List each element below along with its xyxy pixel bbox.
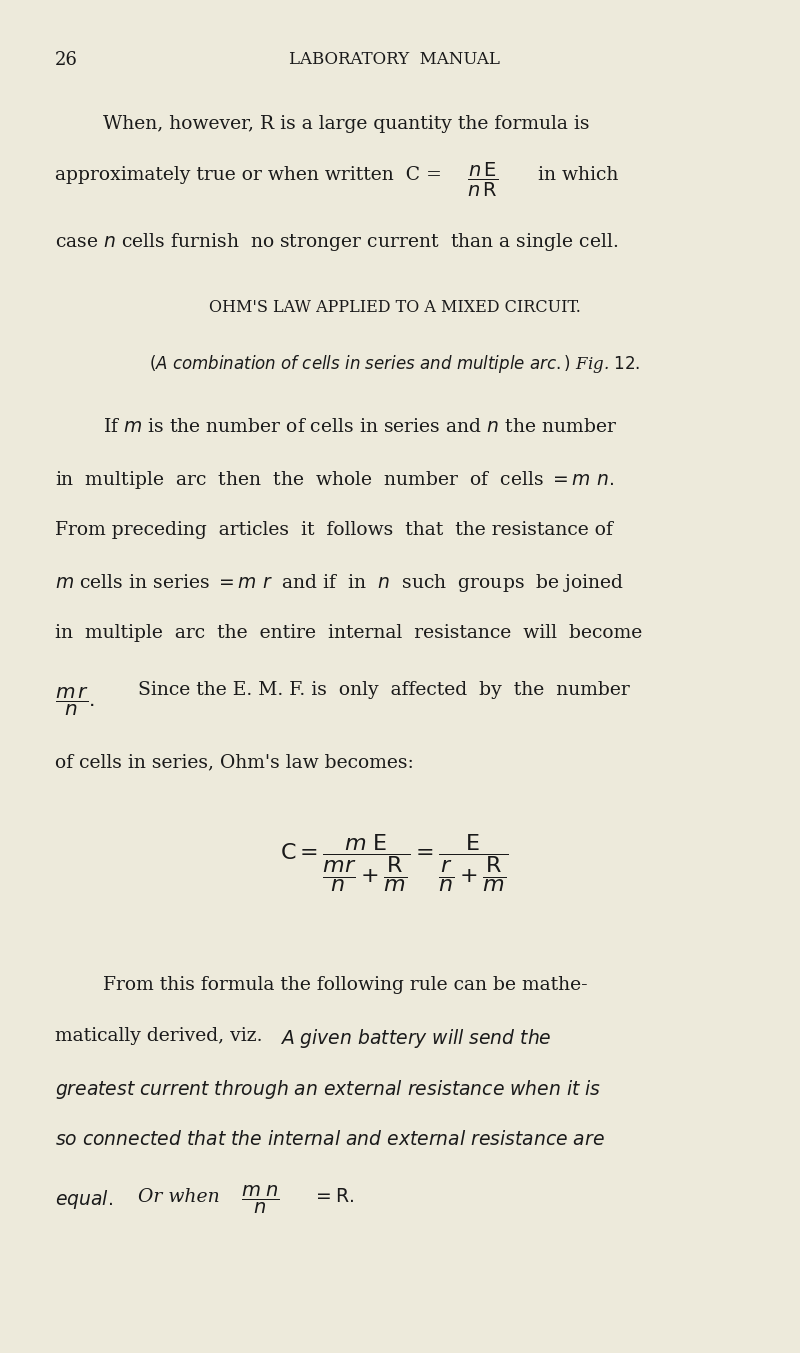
Text: $\dfrac{m\;n}{n}$: $\dfrac{m\;n}{n}$ bbox=[241, 1184, 279, 1216]
Text: $= \mathrm{R}.$: $= \mathrm{R}.$ bbox=[312, 1188, 354, 1206]
Text: $A$ $given$ $battery$ $will$ $send$ $the$: $A$ $given$ $battery$ $will$ $send$ $the… bbox=[280, 1027, 552, 1050]
Text: $\mathrm{C} = \dfrac{m\;\mathrm{E}}{\dfrac{mr}{n} + \dfrac{\mathrm{R}}{m}} = \df: $\mathrm{C} = \dfrac{m\;\mathrm{E}}{\dfr… bbox=[280, 832, 509, 894]
Text: approximately true or when written  C =: approximately true or when written C = bbox=[55, 166, 442, 184]
Text: If $m$ is the number of cells in series and $n$ the number: If $m$ is the number of cells in series … bbox=[102, 418, 617, 436]
Text: of cells in series, Ohm's law becomes:: of cells in series, Ohm's law becomes: bbox=[55, 754, 414, 771]
Text: in  multiple  arc  the  entire  internal  resistance  will  become: in multiple arc the entire internal resi… bbox=[55, 624, 642, 641]
Text: Or when: Or when bbox=[138, 1188, 220, 1206]
Text: When, however, R is a large quantity the formula is: When, however, R is a large quantity the… bbox=[102, 115, 589, 133]
Text: $m$ cells in series $= m$ $r$  and if  in  $n$  such  groups  be joined: $m$ cells in series $= m$ $r$ and if in … bbox=[55, 572, 625, 594]
Text: $so$ $connected$ $that$ $the$ $internal$ $and$ $external$ $resistance$ $are$: $so$ $connected$ $that$ $the$ $internal$… bbox=[55, 1130, 605, 1149]
Text: 26: 26 bbox=[55, 51, 78, 69]
Text: Since the E. M. F. is  only  affected  by  the  number: Since the E. M. F. is only affected by t… bbox=[138, 681, 630, 698]
Text: From this formula the following rule can be mathe-: From this formula the following rule can… bbox=[102, 976, 587, 993]
Text: case $n$ cells furnish  no stronger current  than a single cell.: case $n$ cells furnish no stronger curre… bbox=[55, 231, 618, 253]
Text: $(A$ $combination$ $of$ $cells$ $in$ $series$ $and$ $multiple$ $arc.)$ Fig. $12.: $(A$ $combination$ $of$ $cells$ $in$ $se… bbox=[149, 353, 640, 375]
Text: matically derived, viz.: matically derived, viz. bbox=[55, 1027, 262, 1045]
Text: $equal.$: $equal.$ bbox=[55, 1188, 113, 1211]
Text: $\dfrac{m\,r}{n}$.: $\dfrac{m\,r}{n}$. bbox=[55, 686, 95, 718]
Text: in which: in which bbox=[538, 166, 618, 184]
Text: $greatest$ $current$ $through$ $an$ $external$ $resistance$ $when$ $it$ $is$: $greatest$ $current$ $through$ $an$ $ext… bbox=[55, 1078, 602, 1101]
Text: $\dfrac{n\,\mathrm{E}}{n\,\mathrm{R}}$: $\dfrac{n\,\mathrm{E}}{n\,\mathrm{R}}$ bbox=[467, 161, 498, 199]
Text: in  multiple  arc  then  the  whole  number  of  cells $= m$ $n.$: in multiple arc then the whole number of… bbox=[55, 469, 614, 491]
Text: From preceding  articles  it  follows  that  the resistance of: From preceding articles it follows that … bbox=[55, 521, 613, 538]
Text: OHM'S LAW APPLIED TO A MIXED CIRCUIT.: OHM'S LAW APPLIED TO A MIXED CIRCUIT. bbox=[209, 299, 581, 317]
Text: LABORATORY  MANUAL: LABORATORY MANUAL bbox=[290, 51, 500, 69]
